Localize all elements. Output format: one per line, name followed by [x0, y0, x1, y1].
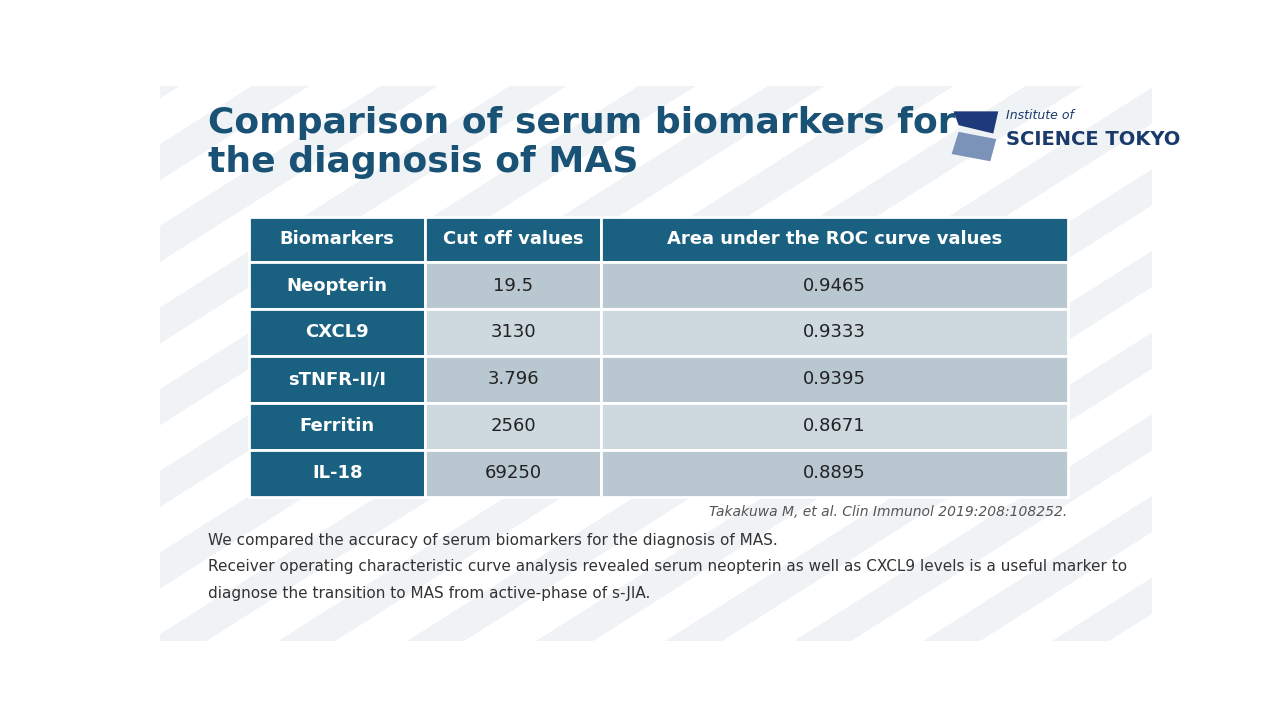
Text: Takakuwa M, et al. Clin Immunol 2019:208:108252.: Takakuwa M, et al. Clin Immunol 2019:208… [709, 505, 1068, 519]
Text: CXCL9: CXCL9 [306, 323, 369, 341]
Text: Biomarkers: Biomarkers [280, 230, 394, 248]
Text: 3130: 3130 [490, 323, 536, 341]
FancyBboxPatch shape [250, 309, 425, 356]
Text: 0.8895: 0.8895 [803, 464, 865, 482]
FancyBboxPatch shape [250, 262, 425, 309]
FancyBboxPatch shape [250, 356, 425, 403]
Text: 19.5: 19.5 [493, 276, 534, 294]
FancyBboxPatch shape [425, 356, 602, 403]
FancyBboxPatch shape [250, 450, 425, 497]
FancyBboxPatch shape [602, 217, 1068, 262]
Text: Receiver operating characteristic curve analysis revealed serum neopterin as wel: Receiver operating characteristic curve … [207, 559, 1126, 575]
FancyBboxPatch shape [425, 217, 602, 262]
Text: 0.8671: 0.8671 [803, 418, 865, 436]
FancyBboxPatch shape [425, 309, 602, 356]
Text: Ferritin: Ferritin [300, 418, 375, 436]
Polygon shape [954, 112, 998, 133]
Text: 0.9333: 0.9333 [803, 323, 867, 341]
Text: Neopterin: Neopterin [287, 276, 388, 294]
FancyBboxPatch shape [602, 309, 1068, 356]
FancyBboxPatch shape [250, 217, 425, 262]
Polygon shape [951, 132, 996, 161]
FancyBboxPatch shape [602, 450, 1068, 497]
FancyBboxPatch shape [250, 403, 425, 450]
FancyBboxPatch shape [602, 403, 1068, 450]
Text: SCIENCE TOKYO: SCIENCE TOKYO [1006, 130, 1180, 148]
Text: diagnose the transition to MAS from active-phase of s-JIA.: diagnose the transition to MAS from acti… [207, 586, 650, 601]
Text: Institute of: Institute of [1006, 109, 1074, 122]
FancyBboxPatch shape [602, 262, 1068, 309]
Text: 3.796: 3.796 [488, 370, 539, 388]
FancyBboxPatch shape [425, 262, 602, 309]
Text: Area under the ROC curve values: Area under the ROC curve values [667, 230, 1002, 248]
Text: the diagnosis of MAS: the diagnosis of MAS [207, 145, 639, 179]
Text: 0.9465: 0.9465 [803, 276, 865, 294]
Text: IL-18: IL-18 [312, 464, 362, 482]
FancyBboxPatch shape [425, 450, 602, 497]
Text: Comparison of serum biomarkers for: Comparison of serum biomarkers for [207, 106, 955, 140]
Text: 69250: 69250 [485, 464, 541, 482]
Text: 0.9395: 0.9395 [803, 370, 867, 388]
Text: We compared the accuracy of serum biomarkers for the diagnosis of MAS.: We compared the accuracy of serum biomar… [207, 533, 777, 548]
Text: sTNFR-II/I: sTNFR-II/I [288, 370, 387, 388]
Text: 2560: 2560 [490, 418, 536, 436]
FancyBboxPatch shape [425, 403, 602, 450]
FancyBboxPatch shape [602, 356, 1068, 403]
Text: Cut off values: Cut off values [443, 230, 584, 248]
